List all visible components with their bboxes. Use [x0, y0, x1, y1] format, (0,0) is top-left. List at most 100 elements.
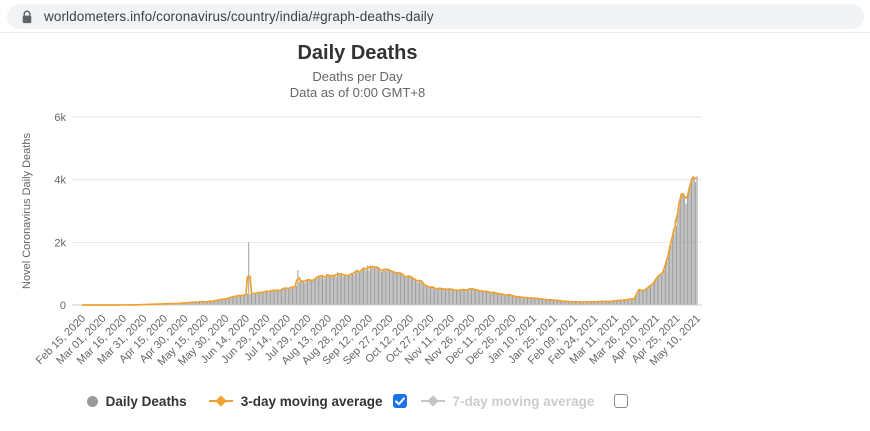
daily-deaths-bar: [315, 276, 317, 305]
daily-deaths-bar: [446, 288, 448, 305]
daily-deaths-bar: [234, 295, 236, 305]
daily-deaths-bar: [316, 278, 318, 305]
chart-subtitle-line1: Deaths per Day: [312, 69, 403, 84]
daily-deaths-bar: [242, 294, 244, 305]
daily-deaths-bar: [513, 296, 515, 305]
daily-deaths-bar: [681, 194, 683, 305]
daily-deaths-bar: [645, 288, 647, 305]
daily-deaths-bar: [380, 272, 382, 305]
daily-deaths-bar: [696, 176, 698, 305]
daily-deaths-bar: [514, 296, 516, 305]
daily-deaths-bar: [450, 288, 452, 305]
daily-deaths-bar: [531, 298, 533, 305]
daily-deaths-bar: [390, 271, 392, 305]
daily-deaths-bar: [609, 301, 610, 305]
daily-deaths-bar: [337, 272, 339, 305]
daily-deaths-bar: [260, 291, 262, 305]
daily-deaths-bar: [670, 241, 672, 305]
daily-deaths-bar: [365, 270, 367, 305]
daily-deaths-bar: [326, 273, 328, 305]
daily-deaths-bar: [543, 299, 545, 305]
daily-deaths-bar: [643, 290, 645, 305]
y-axis-label: 0: [60, 300, 66, 312]
daily-deaths-bar: [473, 289, 475, 305]
daily-deaths-bar: [455, 290, 457, 305]
daily-deaths-bar: [354, 270, 356, 305]
daily-deaths-bar: [431, 286, 433, 305]
daily-deaths-bar: [250, 293, 252, 305]
chart-title: Daily Deaths: [297, 42, 418, 64]
daily-deaths-bar: [453, 290, 455, 305]
daily-deaths-bar: [276, 289, 278, 305]
daily-deaths-bar: [451, 289, 453, 305]
daily-deaths-bar: [404, 277, 405, 305]
daily-deaths-bar: [323, 278, 325, 305]
daily-deaths-bar: [454, 289, 456, 305]
daily-deaths-bar: [639, 289, 641, 305]
daily-deaths-bar: [182, 303, 184, 305]
legend-item-7day-average[interactable]: 7-day moving average: [420, 394, 594, 409]
daily-deaths-bar: [666, 262, 668, 305]
daily-deaths-bar: [238, 295, 240, 305]
daily-deaths-bar: [430, 287, 431, 305]
daily-deaths-bar: [312, 281, 314, 305]
daily-deaths-bar: [249, 294, 251, 305]
daily-deaths-bar: [319, 277, 321, 305]
daily-deaths-bar: [611, 301, 613, 305]
daily-deaths-bar: [573, 302, 575, 305]
daily-deaths-bar: [625, 299, 627, 305]
daily-deaths-bar: [373, 266, 375, 305]
daily-deaths-bar: [386, 268, 388, 305]
daily-deaths-bar: [559, 300, 561, 305]
ma3-line: [82, 176, 698, 306]
3day-average-checkbox[interactable]: [392, 394, 407, 408]
daily-deaths-bar: [588, 301, 590, 305]
7day-average-checkbox[interactable]: [614, 394, 629, 408]
daily-deaths-bar: [305, 280, 307, 305]
daily-deaths-bar: [267, 290, 269, 305]
legend-item-3day-average[interactable]: 3-day moving average: [208, 394, 383, 409]
daily-deaths-bar: [613, 300, 615, 305]
daily-deaths-bar: [357, 271, 359, 305]
daily-deaths-bar: [562, 301, 564, 305]
daily-deaths-bar: [491, 292, 493, 305]
daily-deaths-bar: [445, 289, 446, 305]
daily-deaths-bar: [647, 287, 649, 305]
daily-deaths-bar: [438, 288, 440, 305]
address-bar[interactable]: worldometers.info/coronavirus/country/in…: [7, 4, 864, 29]
daily-deaths-bar: [268, 292, 270, 305]
daily-deaths-bar: [506, 294, 508, 305]
legend-label-daily-deaths: Daily Deaths: [105, 393, 187, 409]
daily-deaths-bar: [369, 265, 371, 305]
daily-deaths-bar: [328, 275, 330, 305]
daily-deaths-bar: [472, 288, 474, 305]
daily-deaths-bar: [413, 278, 415, 305]
daily-deaths-bar: [576, 301, 578, 305]
daily-deaths-bar: [416, 279, 418, 305]
daily-deaths-bar: [655, 278, 657, 305]
daily-deaths-bar: [184, 303, 185, 305]
url-text[interactable]: worldometers.info/coronavirus/country/in…: [44, 9, 434, 24]
daily-deaths-bar: [185, 302, 187, 305]
legend-item-daily-deaths[interactable]: Daily Deaths: [86, 393, 187, 409]
lock-icon[interactable]: [21, 10, 33, 24]
daily-deaths-bar: [331, 274, 333, 305]
daily-deaths-bar: [231, 296, 233, 305]
daily-deaths-bar: [425, 285, 427, 305]
daily-deaths-bar: [406, 277, 408, 305]
daily-deaths-bar: [539, 299, 541, 305]
daily-deaths-bar: [466, 289, 468, 305]
daily-deaths-bar: [516, 296, 518, 305]
daily-deaths-bar: [440, 288, 442, 305]
daily-deaths-bar: [614, 300, 616, 305]
daily-deaths-bar: [356, 269, 358, 305]
daily-deaths-bar: [327, 274, 329, 305]
daily-deaths-bar: [229, 297, 231, 305]
daily-deaths-bar: [563, 301, 565, 305]
daily-deaths-bar: [361, 268, 363, 305]
daily-deaths-bar: [492, 292, 494, 305]
daily-deaths-bar: [662, 272, 664, 305]
daily-deaths-bar: [391, 271, 393, 305]
daily-deaths-bar: [663, 269, 665, 305]
